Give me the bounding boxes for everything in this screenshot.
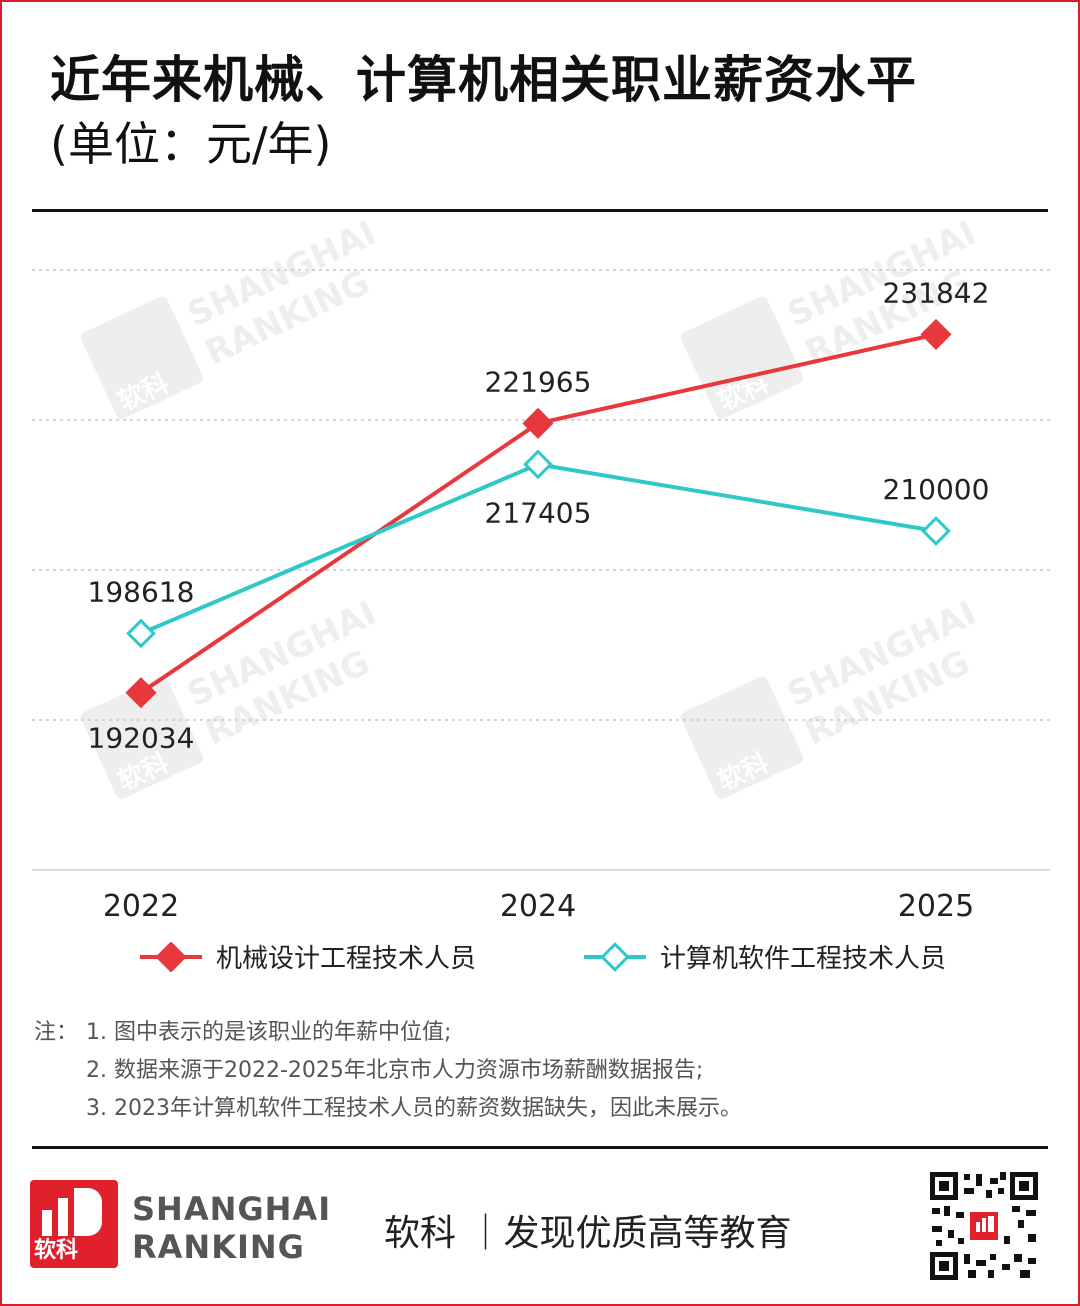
note-item: 2. 数据来源于2022-2025年北京市人力资源市场薪酬数据报告; — [86, 1058, 704, 1083]
data-point-filled-diamond — [920, 318, 952, 350]
note-item: 3. 2023年计算机软件工程技术人员的薪资数据缺失，因此未展示。 — [86, 1096, 742, 1121]
watermark-logo-icon — [80, 296, 204, 419]
data-label: 231842 — [883, 276, 990, 309]
data-label: 198618 — [88, 575, 195, 608]
footnotes: 注： 1. 图中表示的是该职业的年薪中位值; 2. 数据来源于2022-2025年… — [34, 1014, 742, 1128]
legend-label: 计算机软件工程技术人员 — [660, 944, 947, 974]
legend-item-mechanical: 机械设计工程技术人员 — [140, 938, 476, 975]
x-tick-label: 2022 — [103, 889, 179, 924]
data-labels: 192034 221965 231842 198618 217405 210000 — [88, 276, 990, 754]
data-label: 192034 — [88, 722, 195, 755]
watermark-logo-icon — [80, 676, 204, 799]
data-point-filled-diamond — [522, 407, 554, 439]
data-point-hollow-diamond — [921, 516, 951, 546]
watermark-logo-icon — [680, 296, 804, 419]
brand-line-1: SHANGHAI — [132, 1190, 332, 1228]
chart-title: 近年来机械、计算机相关职业薪资水平 — [50, 51, 917, 109]
gridlines — [32, 269, 1050, 871]
x-axis-ticks: 2022 2024 2025 — [103, 889, 974, 924]
legend-item-software: 计算机软件工程技术人员 — [584, 938, 946, 975]
footer-divider — [32, 1146, 1048, 1149]
brand-name: SHANGHAI RANKING — [132, 1190, 331, 1266]
series-markers — [125, 318, 952, 709]
qr-code-icon — [928, 1170, 1040, 1282]
footer: 软科 SHANGHAI RANKING 软科 ｜发现优质高等教育 — [0, 1150, 1080, 1306]
data-label: 210000 — [883, 473, 990, 506]
chart-unit: (单位：元/年) — [50, 117, 332, 171]
note-item: 1. 图中表示的是该职业的年薪中位值; — [86, 1020, 452, 1045]
legend-filled-diamond-icon — [140, 941, 202, 972]
x-tick-label: 2024 — [500, 889, 576, 924]
header-divider — [32, 209, 1048, 212]
data-label: 221965 — [485, 365, 592, 398]
series-line — [140, 462, 937, 636]
data-label: 217405 — [485, 496, 592, 529]
legend-label: 机械设计工程技术人员 — [216, 944, 477, 974]
logo-text: 软科 — [34, 1238, 79, 1263]
shanghairanking-logo-icon: 软科 — [30, 1180, 118, 1268]
watermark-logo-icon — [680, 676, 804, 799]
slogan: 软科 ｜发现优质高等教育 — [384, 1213, 792, 1254]
data-point-hollow-diamond — [126, 618, 156, 649]
x-tick-label: 2025 — [898, 889, 974, 924]
note-prefix: 注： — [34, 1020, 79, 1045]
data-point-hollow-diamond — [523, 449, 553, 480]
legend-hollow-diamond-icon — [584, 941, 646, 972]
brand-line-2: RANKING — [132, 1228, 305, 1266]
